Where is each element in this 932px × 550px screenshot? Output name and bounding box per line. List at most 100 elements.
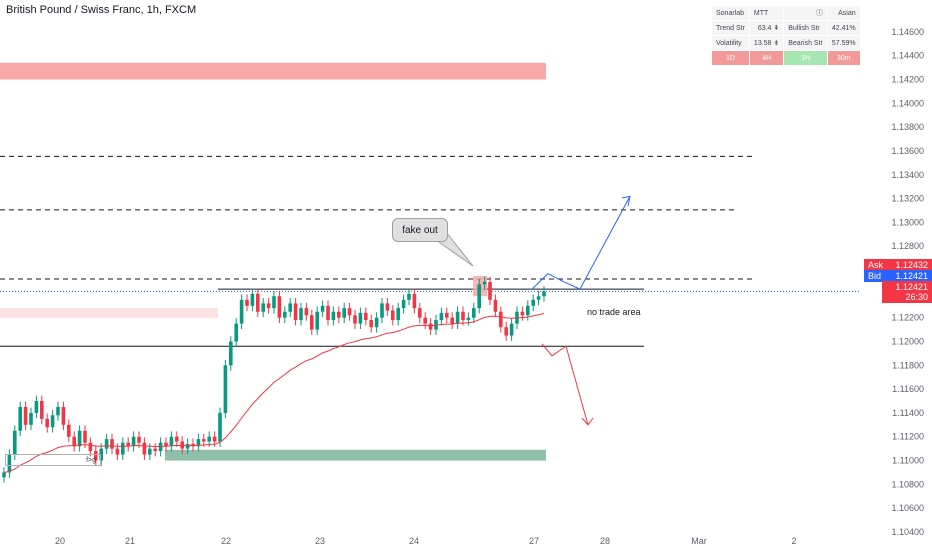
bullish-arrow-head [621, 195, 631, 207]
ask-price-label: Ask 1.12432 [864, 259, 932, 271]
candle-body [266, 303, 271, 309]
info-value: 13.58 ⇟ [748, 35, 785, 51]
y-axis-tick-label: 1.13000 [891, 217, 924, 227]
candle-body [504, 327, 508, 336]
candle-body [401, 299, 406, 309]
supply-zone [0, 62, 546, 80]
y-axis-tick-label: 1.13200 [891, 194, 924, 204]
candle-body [131, 436, 136, 447]
candle-body [358, 312, 363, 324]
y-axis-tick-label: 1.14200 [891, 75, 924, 85]
candle-body [137, 436, 141, 443]
candle-body [88, 442, 93, 452]
info-label: Bearish Str [783, 35, 828, 51]
candle-body [202, 439, 206, 442]
y-axis-tick-label: 1.14400 [891, 51, 924, 61]
x-axis-tick-label: 24 [409, 536, 419, 546]
candle-body [418, 308, 422, 318]
info-label: Volatility [711, 35, 750, 51]
no-trade-area-label[interactable]: no trade area [587, 307, 641, 317]
y-axis-tick-label: 1.10600 [891, 503, 924, 513]
y-axis-tick-label: 1.14000 [891, 98, 924, 108]
candle-body [326, 305, 330, 321]
y-axis-tick-label: 1.12000 [891, 336, 924, 346]
candle-body [299, 308, 303, 321]
candle-body [169, 436, 174, 447]
y-axis-tick-label: 1.13400 [891, 170, 924, 180]
candle-body [83, 430, 87, 443]
candle-body [180, 441, 184, 449]
candle-body [13, 430, 17, 455]
candle-body [23, 406, 28, 425]
candle-body [158, 442, 163, 452]
candle-body [304, 308, 309, 316]
candle-body [288, 303, 292, 312]
candle-body [110, 439, 114, 449]
candle-body [310, 315, 314, 330]
candle-body [493, 299, 498, 312]
info-label: Trend Str [711, 20, 750, 36]
candle-body [477, 284, 481, 309]
candle-body [347, 308, 352, 316]
x-axis-tick-label: 22 [221, 536, 231, 546]
info-value: 42.41% [826, 20, 861, 36]
candle-body [45, 418, 49, 428]
candle-body [223, 365, 228, 413]
timeframe-cell-1d: 1D [711, 50, 750, 66]
timeframe-cell-30m: 30m [826, 50, 861, 66]
y-axis-tick-label: 1.11200 [892, 432, 924, 442]
candle-body [94, 451, 98, 461]
candle-body [472, 308, 476, 318]
candle-body [353, 315, 357, 324]
y-axis-tick-label: 1.13800 [891, 122, 924, 132]
info-label: Bullish Str [783, 20, 828, 36]
bullish-projection-path [531, 195, 631, 290]
y-axis-tick-label: 1.11000 [892, 456, 924, 466]
candle-body [455, 311, 460, 324]
x-axis-tick-label: 2 [791, 536, 796, 546]
candle-body [272, 296, 276, 309]
candle-body [99, 448, 103, 461]
candle-body [412, 293, 417, 309]
candle-body [423, 317, 427, 324]
fake-out-callout[interactable]: fake out [392, 218, 448, 242]
y-axis-tick-label: 1.10800 [891, 479, 924, 489]
candle-body [261, 303, 265, 312]
candle-body [234, 323, 238, 342]
candle-body [482, 281, 487, 285]
candle-body [245, 299, 249, 306]
info-header-middle: MTT [748, 5, 785, 21]
info-header-left: Sonarlab [711, 5, 750, 21]
candle-body [50, 415, 55, 428]
x-axis-tick-label: 28 [600, 536, 610, 546]
y-axis-tick-label: 1.13600 [891, 146, 924, 156]
candle-body [207, 436, 211, 442]
candle-body [450, 317, 454, 324]
candle-body [526, 305, 530, 316]
x-axis-tick-label: 21 [125, 536, 135, 546]
candle-body [61, 406, 66, 425]
x-axis-tick-label: Mar [691, 536, 707, 546]
candle-body [34, 401, 39, 413]
candle-body [396, 308, 400, 321]
info-value: 57.59% [826, 35, 861, 51]
candle-body [218, 412, 222, 442]
bid-label: Bid [868, 271, 882, 281]
timeframe-cell-1h: 1H [783, 50, 828, 66]
candle-body [196, 439, 201, 447]
candle-body [72, 436, 76, 447]
candle-body [175, 436, 179, 442]
candle-body [2, 472, 6, 478]
candle-body [439, 312, 444, 321]
candle-body [536, 296, 541, 300]
candle-body [531, 299, 535, 306]
candle-body [185, 443, 190, 449]
info-header-row: Sonarlab MTT ⓘ Asian [711, 5, 861, 21]
candle-body [153, 448, 157, 452]
candle-body [40, 401, 44, 419]
y-axis-tick-label: 1.12200 [891, 313, 924, 323]
fvg-label-box[interactable]: f>g [5, 454, 101, 466]
last-price-label: 1.12421 26:30 [882, 281, 932, 303]
info-header-right: Asian [826, 5, 861, 21]
